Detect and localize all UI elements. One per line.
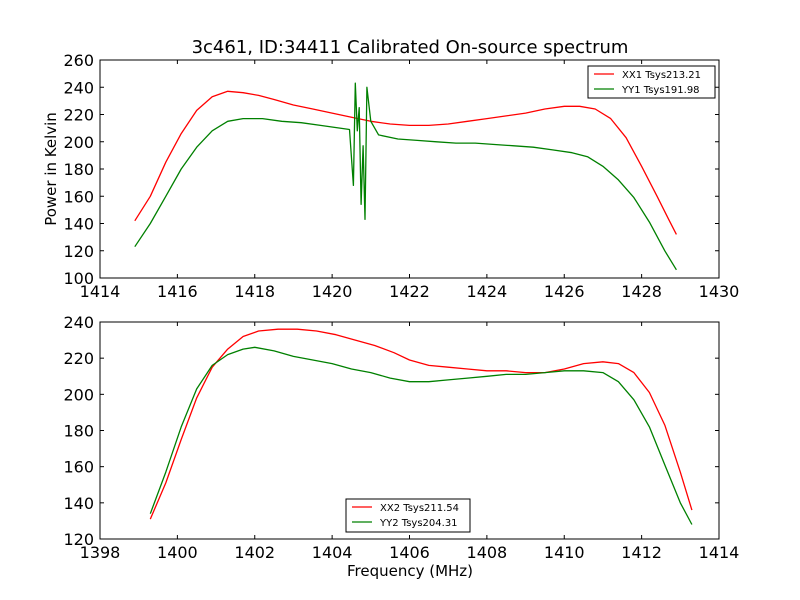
top-legend-box (587, 65, 716, 99)
top-y-tick-label: 140 (63, 215, 94, 234)
top-y-tick-label: 240 (63, 78, 94, 97)
top-y-tick-label: 260 (63, 51, 94, 70)
top-x-tick-label: 1422 (389, 282, 430, 301)
top-y-tick-label: 200 (63, 133, 94, 152)
bottom-x-tick-label: 1408 (467, 543, 508, 562)
top-x-tick-label: 1426 (544, 282, 585, 301)
bottom-series-line-1 (149, 328, 693, 520)
top-legend-label-2: YY1 Tsys191.98 (621, 85, 700, 96)
bottom-spectrum-panel: 1398 1400 1402 1404 1406 1408 1410 1412 1414 120 1… (63, 313, 739, 562)
bottom-y-tick-label: 140 (63, 494, 94, 513)
bottom-legend-label-2: YY2 Tsys204.31 (379, 518, 458, 529)
bottom-series-line-2 (149, 346, 693, 525)
top-legend: XX1 Tsys213.21 YY1 Tsys191.98 (587, 65, 716, 99)
bottom-y-tick-label: 160 (63, 458, 94, 477)
top-y-tick-label: 120 (63, 242, 94, 261)
top-y-tick-label: 220 (63, 106, 94, 125)
top-spectrum-panel: 1414 1416 1418 1420 1422 1424 1426 1428 1430 100 1… (63, 51, 739, 301)
top-series-line-1 (134, 90, 677, 235)
top-x-tick-label: 1428 (621, 282, 662, 301)
x-axis-label: Frequency (MHz) (347, 562, 473, 580)
figure-title: 3c461, ID:34411 Calibrated On-source spe… (192, 37, 629, 58)
bottom-legend: XX2 Tsys211.54 YY2 Tsys204.31 (345, 498, 471, 533)
top-x-tick-label: 1416 (157, 282, 198, 301)
top-legend-label-1: XX1 Tsys213.21 (622, 70, 701, 81)
bottom-x-tick-label: 1414 (699, 543, 740, 562)
top-x-tick-label: 1418 (234, 282, 275, 301)
top-series-line-2 (134, 82, 677, 271)
bottom-y-tick-label: 220 (63, 349, 94, 368)
bottom-x-tick-label: 1400 (157, 543, 198, 562)
top-x-tick-label: 1420 (312, 282, 353, 301)
bottom-x-tick-label: 1410 (544, 543, 585, 562)
bottom-legend-box (345, 498, 471, 533)
bottom-legend-label-1: XX2 Tsys211.54 (380, 503, 459, 514)
top-y-tick-label: 180 (63, 160, 94, 179)
top-x-tick-label: 1424 (467, 282, 508, 301)
bottom-y-tick-label: 120 (63, 530, 94, 549)
top-y-tick-label: 100 (63, 269, 94, 288)
bottom-y-tick-label: 180 (63, 422, 94, 441)
top-y-axis-label: Power in Kelvin (42, 112, 60, 226)
bottom-x-tick-label: 1404 (312, 543, 353, 562)
top-x-tick-label: 1414 (80, 282, 121, 301)
bottom-x-tick-label: 1402 (234, 543, 275, 562)
bottom-x-tick-label: 1412 (621, 543, 662, 562)
bottom-y-tick-label: 200 (63, 385, 94, 404)
top-y-tick-label: 160 (63, 187, 94, 206)
bottom-x-tick-label: 1398 (80, 543, 121, 562)
bottom-x-tick-label: 1406 (389, 543, 430, 562)
bottom-y-tick-label: 240 (63, 313, 94, 332)
top-x-tick-label: 1430 (699, 282, 740, 301)
